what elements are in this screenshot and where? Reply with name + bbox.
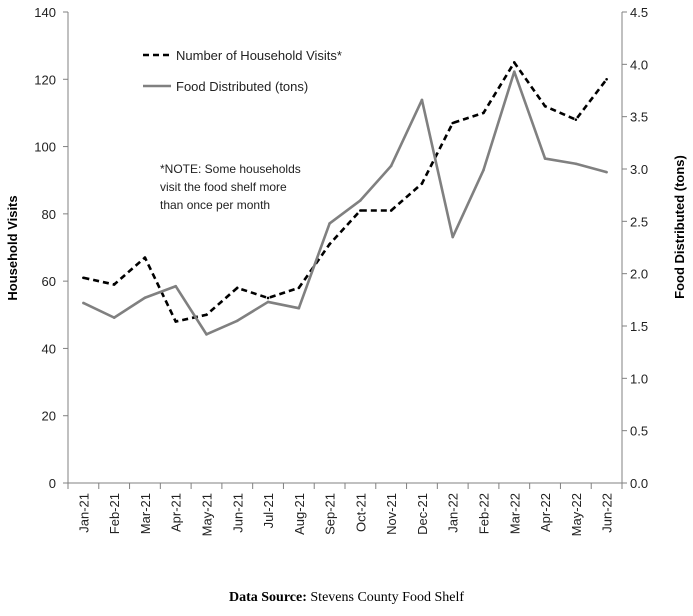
food-distributed-point: [205, 333, 208, 336]
food-distributed-point: [328, 222, 331, 225]
household-visits-point: [389, 209, 393, 212]
right-tick-label: 3.0: [630, 162, 648, 177]
food-distributed-point: [235, 319, 239, 323]
household-visits-point: [205, 313, 208, 317]
food-distributed-point: [143, 296, 147, 300]
right-tick-label: 1.0: [630, 371, 648, 386]
x-tick-label: Apr-22: [538, 493, 553, 532]
food-distributed-point: [512, 70, 516, 73]
household-visits-point: [512, 61, 516, 64]
x-tick-label: May-21: [200, 493, 215, 536]
data-source-caption: Data Source: Stevens County Food Shelf: [0, 590, 693, 606]
x-tick-label: Jul-21: [261, 493, 276, 528]
left-tick-label: 60: [42, 274, 56, 289]
x-tick-label: Jun-21: [230, 493, 245, 533]
household-visits-line: [83, 61, 608, 323]
legend: Number of Household Visits* Food Distrib…: [143, 48, 342, 94]
right-tick-label: 0.5: [630, 424, 648, 439]
household-visits-point: [420, 182, 424, 185]
food-distributed-point: [574, 162, 578, 166]
x-tick-label: Jan-21: [76, 493, 91, 533]
household-visits-point: [328, 242, 331, 246]
x-tick-label: Feb-21: [107, 493, 122, 534]
right-axis-ticks: 0.0 0.5 1.0 1.5 2.0 2.5 3.0 3.5 4.0 4.5: [622, 5, 648, 491]
left-tick-label: 20: [42, 409, 56, 424]
right-tick-label: 4.5: [630, 5, 648, 20]
household-visits-point: [143, 256, 147, 259]
series-lines: [82, 61, 608, 336]
food-distributed-point: [389, 164, 393, 168]
left-tick-label: 0: [49, 476, 56, 491]
x-tick-label: Apr-21: [169, 493, 184, 532]
food-distributed-point: [420, 98, 424, 102]
x-tick-label: Oct-21: [353, 493, 368, 532]
x-tick-label: Jun-22: [600, 493, 615, 533]
axes: [67, 12, 623, 484]
x-tick-label: May-22: [569, 493, 584, 536]
x-tick-label: Sep-21: [323, 493, 338, 535]
x-tick-label: Mar-21: [138, 493, 153, 534]
x-tick-label: Aug-21: [292, 493, 307, 535]
right-tick-label: 0.0: [630, 476, 648, 491]
x-tick-label: Jan-22: [446, 493, 461, 533]
x-tick-label: Nov-21: [384, 493, 399, 535]
x-tick-label: Dec-21: [415, 493, 430, 535]
household-visits-point: [482, 111, 485, 115]
food-distributed-point: [451, 235, 455, 239]
x-axis-ticks: Jan-21 Feb-21 Mar-21 Apr-21 May-21 Jun-21 Jul-…: [67, 483, 623, 536]
household-visits-point: [266, 296, 270, 300]
note-line-1: *NOTE: Some households: [160, 162, 301, 176]
legend-label-food-distributed: Food Distributed (tons): [176, 79, 308, 94]
left-tick-label: 140: [34, 5, 56, 20]
household-visits-point: [112, 283, 116, 286]
household-visits-point: [82, 276, 85, 280]
right-tick-label: 1.5: [630, 319, 648, 334]
data-source-label: Data Source:: [228, 590, 307, 605]
legend-label-household-visits: Number of Household Visits*: [176, 48, 342, 63]
left-tick-label: 100: [34, 140, 56, 155]
left-tick-label: 40: [42, 341, 56, 356]
food-distributed-point: [482, 168, 485, 172]
food-distributed-point: [543, 157, 547, 160]
food-distributed-point: [174, 284, 178, 288]
right-axis-title: Food Distributed (tons): [672, 155, 687, 299]
right-tick-label: 4.0: [630, 57, 648, 72]
left-tick-label: 80: [42, 207, 56, 222]
data-source-text: Stevens County Food Shelf: [306, 590, 465, 605]
right-tick-label: 2.5: [630, 214, 648, 229]
left-tick-label: 120: [34, 72, 56, 87]
household-visits-point: [605, 77, 608, 81]
household-visits-point: [543, 104, 547, 108]
household-visits-point: [574, 118, 578, 121]
household-visits-point: [359, 209, 362, 212]
household-visits-point: [297, 286, 301, 290]
food-distributed-point: [359, 199, 362, 202]
food-distributed-point: [266, 300, 270, 304]
food-distributed-point: [82, 301, 85, 305]
note-line-2: visit the food shelf more: [160, 180, 287, 194]
left-axis-ticks: 0 20 40 60 80 100 120 140: [34, 5, 68, 491]
household-visits-point: [451, 121, 455, 125]
household-visits-point: [174, 320, 178, 323]
right-tick-label: 2.0: [630, 267, 648, 282]
left-axis-title: Household Visits: [5, 195, 20, 300]
food-distributed-point: [297, 306, 301, 310]
note-line-3: than once per month: [160, 198, 270, 212]
x-tick-label: Feb-22: [477, 493, 492, 534]
food-distributed-point: [112, 316, 116, 319]
food-distributed-point: [605, 170, 608, 174]
x-tick-label: Mar-22: [507, 493, 522, 534]
food-distributed-line: [82, 70, 607, 336]
right-tick-label: 3.5: [630, 110, 648, 125]
household-visits-point: [235, 286, 239, 290]
